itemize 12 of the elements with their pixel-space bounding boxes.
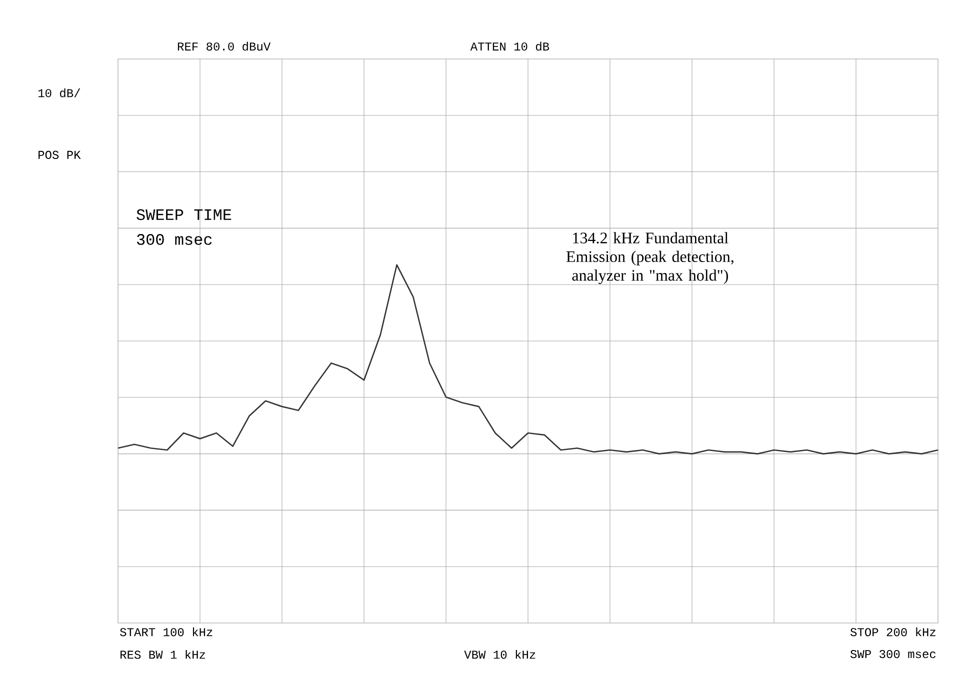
annotation: 134.2 kHz Fundamental Emission (peak detection, analyzer in "max hold") bbox=[566, 232, 734, 284]
text: POS PK bbox=[38, 150, 81, 159]
text: ATTEN 10 dB bbox=[470, 42, 550, 51]
text: 10 dB/ bbox=[38, 88, 80, 98]
text: SWEEP TIME bbox=[136, 209, 232, 220]
text: RES BW 1 kHz bbox=[120, 650, 206, 659]
text: SWP 300 msec bbox=[850, 650, 936, 658]
text: REF 80.0 dBuV bbox=[178, 42, 271, 51]
text: VBW 10 kHz bbox=[464, 650, 536, 659]
text: STOP 200 kHz bbox=[850, 627, 936, 636]
text: START 100 kHz bbox=[120, 627, 212, 636]
text: 300 msec bbox=[137, 234, 212, 245]
